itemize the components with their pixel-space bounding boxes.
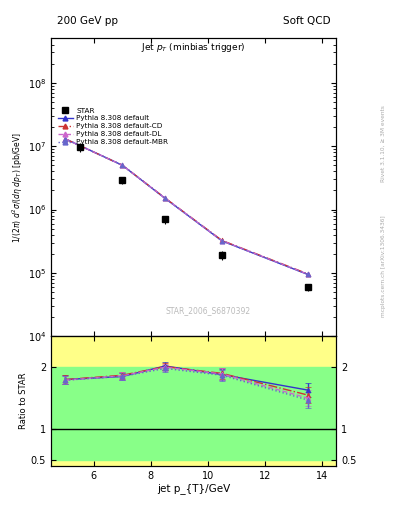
Text: Rivet 3.1.10, ≥ 3M events: Rivet 3.1.10, ≥ 3M events bbox=[381, 105, 386, 182]
X-axis label: jet p_{T}/GeV: jet p_{T}/GeV bbox=[157, 483, 230, 495]
Legend: STAR, Pythia 8.308 default, Pythia 8.308 default-CD, Pythia 8.308 default-DL, Py: STAR, Pythia 8.308 default, Pythia 8.308… bbox=[57, 108, 168, 145]
Bar bbox=[51, 367, 336, 460]
Y-axis label: Ratio to STAR: Ratio to STAR bbox=[19, 373, 28, 430]
Text: Soft QCD: Soft QCD bbox=[283, 16, 330, 27]
Y-axis label: $1/(2\pi)\ d^2\sigma/(d\eta\ dp_T)\ [\mathrm{pb/GeV}]$: $1/(2\pi)\ d^2\sigma/(d\eta\ dp_T)\ [\ma… bbox=[11, 132, 25, 243]
Text: mcplots.cern.ch [arXiv:1306.3436]: mcplots.cern.ch [arXiv:1306.3436] bbox=[381, 216, 386, 317]
Bar bbox=[51, 336, 336, 466]
Text: Jet $p_T$ (minbias trigger): Jet $p_T$ (minbias trigger) bbox=[141, 41, 246, 54]
Text: 200 GeV pp: 200 GeV pp bbox=[57, 16, 118, 27]
Text: STAR_2006_S6870392: STAR_2006_S6870392 bbox=[165, 307, 250, 315]
